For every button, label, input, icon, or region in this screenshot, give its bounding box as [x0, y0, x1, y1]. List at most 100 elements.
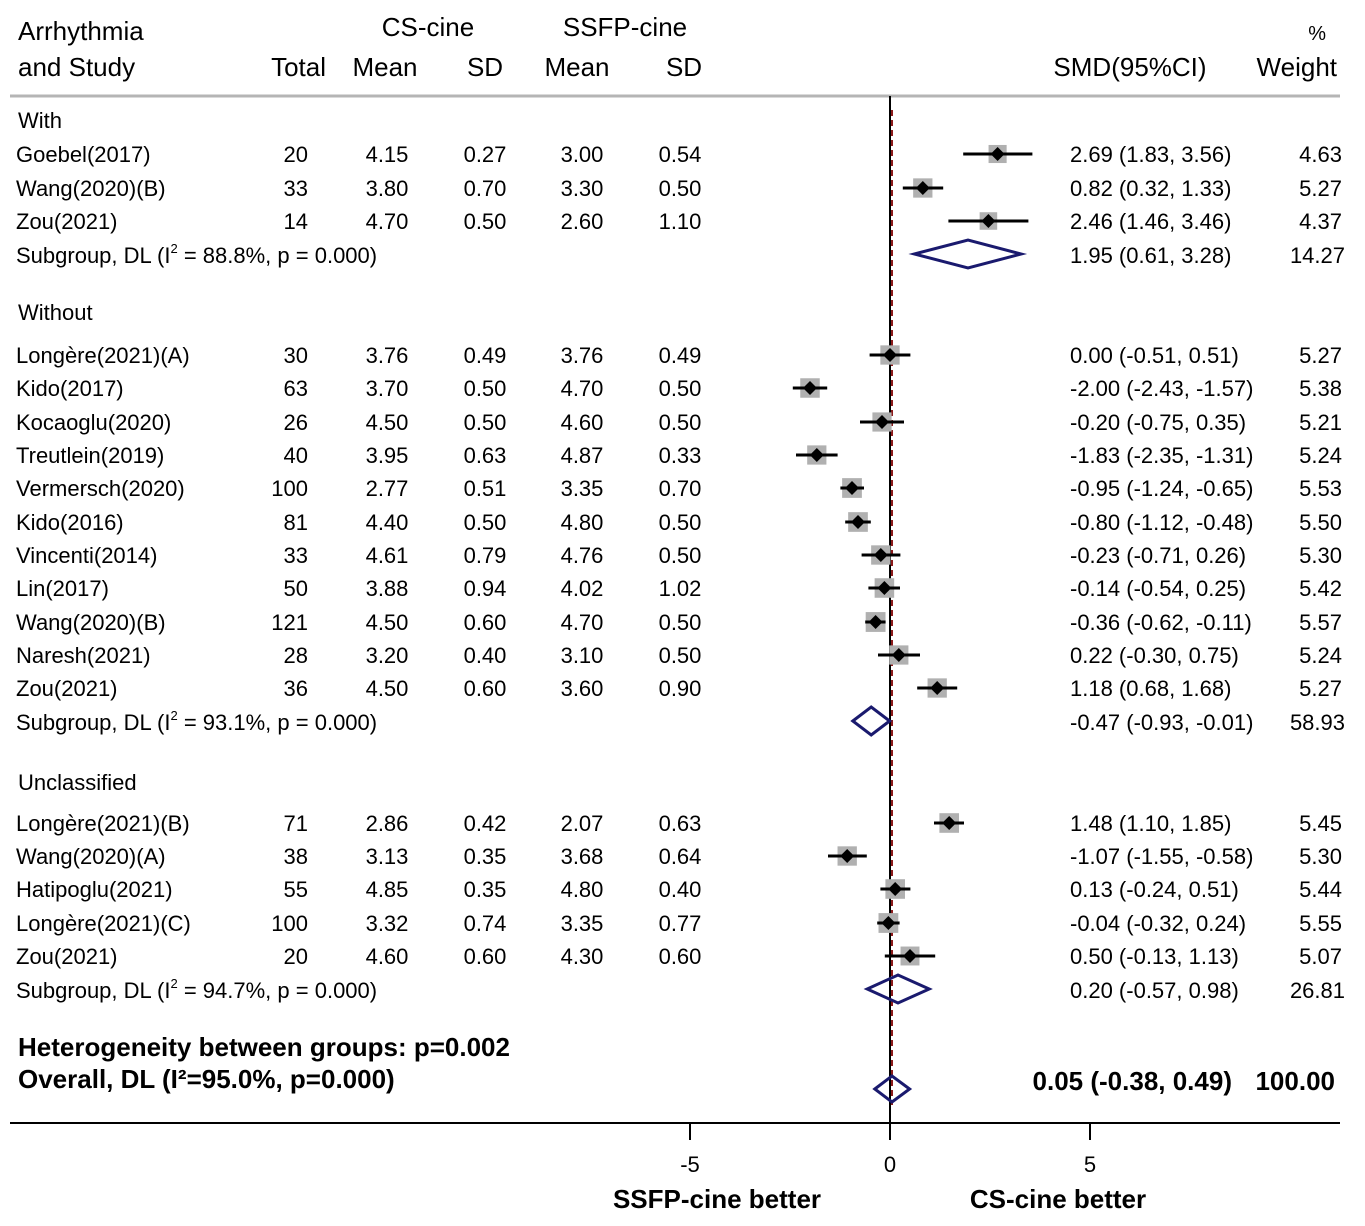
overall-weight: 100.00 — [1255, 1066, 1335, 1096]
study-point — [888, 882, 903, 896]
total-value: 50 — [284, 576, 308, 601]
mean-ssfp-value: 4.80 — [561, 510, 604, 535]
study-label: Vermersch(2020) — [16, 476, 185, 501]
sd-ssfp-value: 1.02 — [659, 576, 702, 601]
study-point — [809, 448, 824, 462]
heterogeneity-text: Heterogeneity between groups: p=0.002 — [18, 1032, 510, 1062]
sd-ssfp-value: 0.33 — [659, 443, 702, 468]
smd-ci-value: 2.46 (1.46, 3.46) — [1070, 209, 1231, 234]
smd-ci-value: -1.83 (-2.35, -1.31) — [1070, 443, 1253, 468]
smd-ci-value: 0.13 (-0.24, 0.51) — [1070, 877, 1239, 902]
header-ssfp-group: SSFP-cine — [563, 12, 687, 42]
mean-cs-value: 4.60 — [366, 944, 409, 969]
sd-cs-value: 0.35 — [464, 844, 507, 869]
study-point — [875, 415, 889, 429]
x-axis-ticks: -5 0 5 — [680, 1123, 1096, 1177]
weight-value: 5.27 — [1299, 676, 1342, 701]
subgroup-label: Subgroup, DL (I2 = 88.8%, p = 0.000) — [16, 241, 377, 268]
total-value: 100 — [271, 911, 308, 936]
study-label: Lin(2017) — [16, 576, 109, 601]
mean-cs-value: 4.61 — [366, 543, 409, 568]
study-label: Kido(2017) — [16, 376, 124, 401]
total-value: 30 — [284, 343, 308, 368]
total-value: 121 — [271, 610, 308, 635]
group-heading: Without — [18, 300, 93, 325]
overall-ci: 0.05 (-0.38, 0.49) — [1033, 1066, 1232, 1096]
mean-ssfp-value: 4.60 — [561, 410, 604, 435]
header-weight-line1: % — [1308, 23, 1326, 45]
sd-cs-value: 0.27 — [464, 142, 507, 167]
study-label: Longère(2021)(C) — [16, 911, 191, 936]
smd-ci-value: -0.95 (-1.24, -0.65) — [1070, 476, 1253, 501]
smd-ci-value: 0.22 (-0.30, 0.75) — [1070, 643, 1239, 668]
mean-cs-value: 4.50 — [366, 610, 409, 635]
header-total: Total — [271, 52, 326, 82]
mean-ssfp-value: 2.60 — [561, 209, 604, 234]
mean-ssfp-value: 3.76 — [561, 343, 604, 368]
smd-ci-value: -2.00 (-2.43, -1.57) — [1070, 376, 1253, 401]
weight-value: 5.07 — [1299, 944, 1342, 969]
header-cs-group: CS-cine — [382, 12, 474, 42]
total-value: 100 — [271, 476, 308, 501]
mean-ssfp-value: 3.00 — [561, 142, 604, 167]
mean-ssfp-value: 3.35 — [561, 476, 604, 501]
mean-ssfp-value: 3.30 — [561, 176, 604, 201]
total-value: 71 — [284, 811, 308, 836]
mean-cs-value: 3.88 — [366, 576, 409, 601]
subgroup-ci-value: 0.20 (-0.57, 0.98) — [1070, 978, 1239, 1003]
smd-ci-value: 0.50 (-0.13, 1.13) — [1070, 944, 1239, 969]
subgroup-weight-value: 14.27 — [1290, 243, 1345, 268]
sd-cs-value: 0.50 — [464, 209, 507, 234]
study-point — [903, 949, 917, 963]
header-mean-cs: Mean — [352, 52, 417, 82]
mean-cs-value: 3.80 — [366, 176, 409, 201]
study-point — [883, 348, 897, 362]
mean-ssfp-value: 4.80 — [561, 877, 604, 902]
sd-cs-value: 0.70 — [464, 176, 507, 201]
sd-ssfp-value: 1.10 — [659, 209, 702, 234]
sd-cs-value: 0.42 — [464, 811, 507, 836]
column-headers: Arrhythmia and Study CS-cine SSFP-cine T… — [18, 12, 1338, 82]
study-label: Wang(2020)(A) — [16, 844, 166, 869]
study-point — [845, 481, 859, 495]
study-point — [942, 816, 957, 830]
sd-ssfp-value: 0.77 — [659, 911, 702, 936]
mean-cs-value: 3.70 — [366, 376, 409, 401]
weight-value: 5.24 — [1299, 643, 1342, 668]
study-label: Naresh(2021) — [16, 643, 151, 668]
total-value: 26 — [284, 410, 308, 435]
header-smd: SMD(95%CI) — [1053, 52, 1206, 82]
mean-cs-value: 3.13 — [366, 844, 409, 869]
total-value: 20 — [284, 142, 308, 167]
left-better-label: SSFP-cine better — [613, 1184, 821, 1214]
total-value: 55 — [284, 877, 308, 902]
subgroup-superscript: 2 — [171, 241, 178, 256]
study-label: Zou(2021) — [16, 676, 118, 701]
subgroup-label-prefix: Subgroup, DL (I — [16, 978, 171, 1003]
weight-value: 5.27 — [1299, 176, 1342, 201]
header-sd-cs: SD — [467, 52, 503, 82]
group-heading: With — [18, 108, 62, 133]
smd-ci-value: -0.04 (-0.32, 0.24) — [1070, 911, 1246, 936]
mean-cs-value: 4.50 — [366, 410, 409, 435]
weight-value: 5.44 — [1299, 877, 1342, 902]
study-label: Kido(2016) — [16, 510, 124, 535]
weight-value: 5.27 — [1299, 343, 1342, 368]
sd-ssfp-value: 0.50 — [659, 543, 702, 568]
sd-ssfp-value: 0.90 — [659, 676, 702, 701]
subgroup-label: Subgroup, DL (I2 = 94.7%, p = 0.000) — [16, 976, 377, 1003]
mean-ssfp-value: 3.68 — [561, 844, 604, 869]
subgroup-ci-value: 1.95 (0.61, 3.28) — [1070, 243, 1231, 268]
total-value: 14 — [284, 209, 308, 234]
sd-cs-value: 0.60 — [464, 944, 507, 969]
study-label: Zou(2021) — [16, 209, 118, 234]
weight-value: 5.55 — [1299, 911, 1342, 936]
subgroup-superscript: 2 — [171, 708, 178, 723]
smd-ci-value: -0.80 (-1.12, -0.48) — [1070, 510, 1253, 535]
smd-ci-value: 1.18 (0.68, 1.68) — [1070, 676, 1231, 701]
total-value: 20 — [284, 944, 308, 969]
sd-ssfp-value: 0.50 — [659, 176, 702, 201]
sd-ssfp-value: 0.60 — [659, 944, 702, 969]
mean-ssfp-value: 4.70 — [561, 376, 604, 401]
weight-value: 5.57 — [1299, 610, 1342, 635]
